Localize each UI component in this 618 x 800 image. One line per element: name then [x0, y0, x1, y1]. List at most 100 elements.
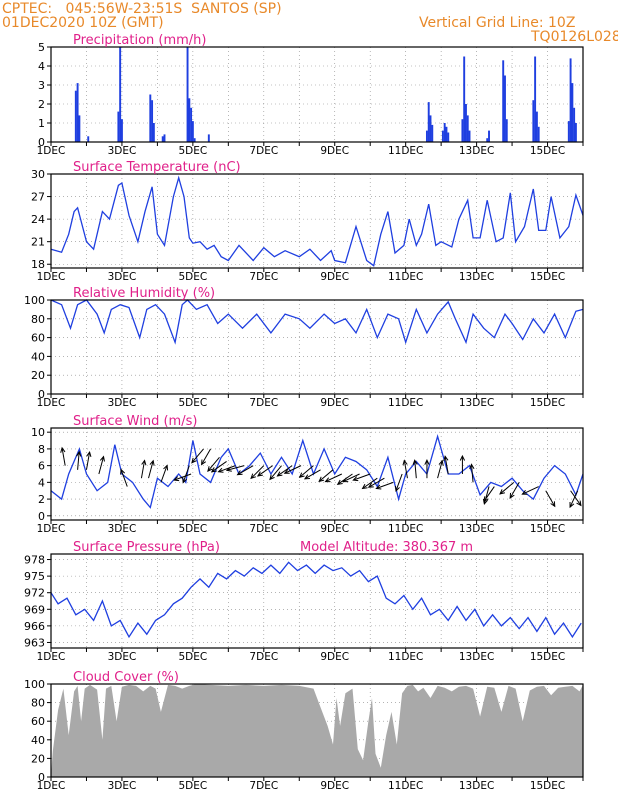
- x-tick-label: 1DEC: [37, 397, 66, 409]
- series-line: [50, 299, 584, 345]
- x-tick-label: 7DEC: [249, 145, 278, 157]
- y-tick-label: 975: [24, 570, 45, 583]
- x-tick-label: 1DEC: [37, 651, 66, 663]
- wind-arrow-shaft: [318, 469, 334, 482]
- x-tick-label: 13DEC: [459, 145, 494, 157]
- wind-arrow-shaft: [61, 447, 66, 466]
- y-tick-label: 978: [24, 554, 45, 567]
- wind-arrow-head: [76, 450, 82, 457]
- precip-bar: [87, 136, 90, 142]
- x-tick-label: 11DEC: [388, 651, 423, 663]
- wind-arrow-shaft: [250, 465, 265, 479]
- wind-arrow-shaft: [362, 477, 378, 489]
- precip-bar: [427, 102, 430, 142]
- wind-arrow-shaft: [211, 461, 227, 473]
- wind-arrow-head: [459, 454, 466, 461]
- x-tick-label: 5DEC: [178, 651, 207, 663]
- wind-arrow-head: [438, 459, 444, 466]
- x-tick-label: 13DEC: [459, 271, 494, 283]
- wind-arrow-head: [276, 471, 283, 477]
- wind-arrow-shaft: [545, 490, 556, 507]
- precip-bar: [461, 119, 464, 142]
- wind-arrow-head: [361, 483, 368, 490]
- x-tick-label: 3DEC: [108, 397, 137, 409]
- precip-bar: [504, 75, 506, 142]
- precip-bar: [464, 104, 467, 142]
- x-tick-label: 15DEC: [530, 780, 565, 792]
- x-tick-label: 9DEC: [320, 145, 349, 157]
- wind-arrow-head: [509, 492, 515, 499]
- wind-arrow-head: [576, 500, 582, 507]
- location-line: CPTEC: 045:56W-23:51S SANTOS (SP): [2, 1, 282, 17]
- y-tick-label: 24: [31, 213, 45, 226]
- wind-arrow-head: [521, 489, 528, 495]
- wind-arrow-head: [182, 477, 188, 484]
- x-tick-label: 11DEC: [388, 397, 423, 409]
- wind-arrow-head: [569, 502, 575, 509]
- wind-arrow-shaft: [499, 481, 515, 495]
- x-tick-label: 9DEC: [320, 651, 349, 663]
- header: CPTEC: 045:56W-23:51S SANTOS (SP) 01DEC2…: [0, 0, 618, 44]
- y-tick-label: 40: [31, 734, 45, 747]
- precip-bar: [191, 121, 194, 142]
- wind-arrow-head: [217, 467, 224, 473]
- x-tick-label: 11DEC: [388, 145, 423, 157]
- wind-arrow-shaft: [522, 486, 539, 495]
- panel-3: [47, 427, 584, 524]
- x-tick-label: 13DEC: [459, 780, 494, 792]
- y-tick-label: 966: [24, 620, 45, 633]
- panel-frame: [50, 427, 584, 521]
- wind-arrow-head: [269, 474, 275, 481]
- wind-arrow-head: [402, 459, 408, 466]
- model-id: TQ0126L028: [531, 29, 618, 45]
- precip-bar: [505, 119, 508, 142]
- precip-bar: [574, 123, 577, 142]
- y-tick-label: 6: [38, 460, 45, 473]
- precip-bar: [429, 115, 432, 142]
- precip-bar: [425, 130, 428, 142]
- wind-arrow-shaft: [444, 456, 449, 475]
- y-tick-label: 3: [38, 79, 45, 92]
- wind-arrow-head: [298, 472, 305, 478]
- x-tick-label: 7DEC: [249, 780, 278, 792]
- precip-bar: [190, 107, 193, 142]
- wind-arrow-head: [256, 471, 263, 477]
- panel-frame: [50, 46, 584, 143]
- x-tick-label: 3DEC: [108, 780, 137, 792]
- series-line: [50, 561, 582, 639]
- x-tick-label: 13DEC: [459, 651, 494, 663]
- y-tick-label: 80: [31, 697, 45, 710]
- y-tick-label: 20: [31, 369, 45, 382]
- wind-arrow-shaft: [201, 448, 212, 465]
- wind-arrow-head: [394, 485, 400, 492]
- wind-arrow-shaft: [120, 469, 128, 487]
- wind-arrow-shaft: [277, 465, 293, 477]
- precip-bar: [152, 123, 155, 142]
- precip-bar: [532, 100, 535, 142]
- precip-bar: [431, 124, 434, 142]
- y-tick-label: 0: [38, 771, 45, 784]
- precip-bar: [193, 138, 196, 142]
- precip-bar: [119, 47, 122, 142]
- wind-arrow-shaft: [218, 465, 236, 473]
- wind-arrow-shaft: [353, 473, 371, 481]
- wind-arrow-shaft: [570, 490, 582, 506]
- x-tick-label: 15DEC: [530, 397, 565, 409]
- wind-arrow-shaft: [284, 465, 302, 474]
- y-tick-label: 2: [38, 98, 45, 111]
- x-tick-label: 1DEC: [37, 523, 66, 535]
- y-tick-label: 972: [24, 587, 45, 600]
- precip-bar: [468, 130, 471, 142]
- y-tick-label: 27: [31, 191, 45, 204]
- panel-0: [47, 46, 584, 146]
- wind-arrow-shaft: [395, 473, 403, 492]
- wind-arrow-head: [375, 484, 382, 490]
- wind-arrow-head: [367, 482, 374, 488]
- wind-arrow-shaft: [304, 469, 321, 480]
- panel-5: [47, 683, 584, 781]
- y-tick-label: 21: [31, 236, 45, 249]
- cloud-area: [51, 684, 583, 777]
- precip-bar: [537, 126, 540, 142]
- wind-arrow-shaft: [77, 451, 80, 470]
- wind-arrow-head: [424, 459, 430, 465]
